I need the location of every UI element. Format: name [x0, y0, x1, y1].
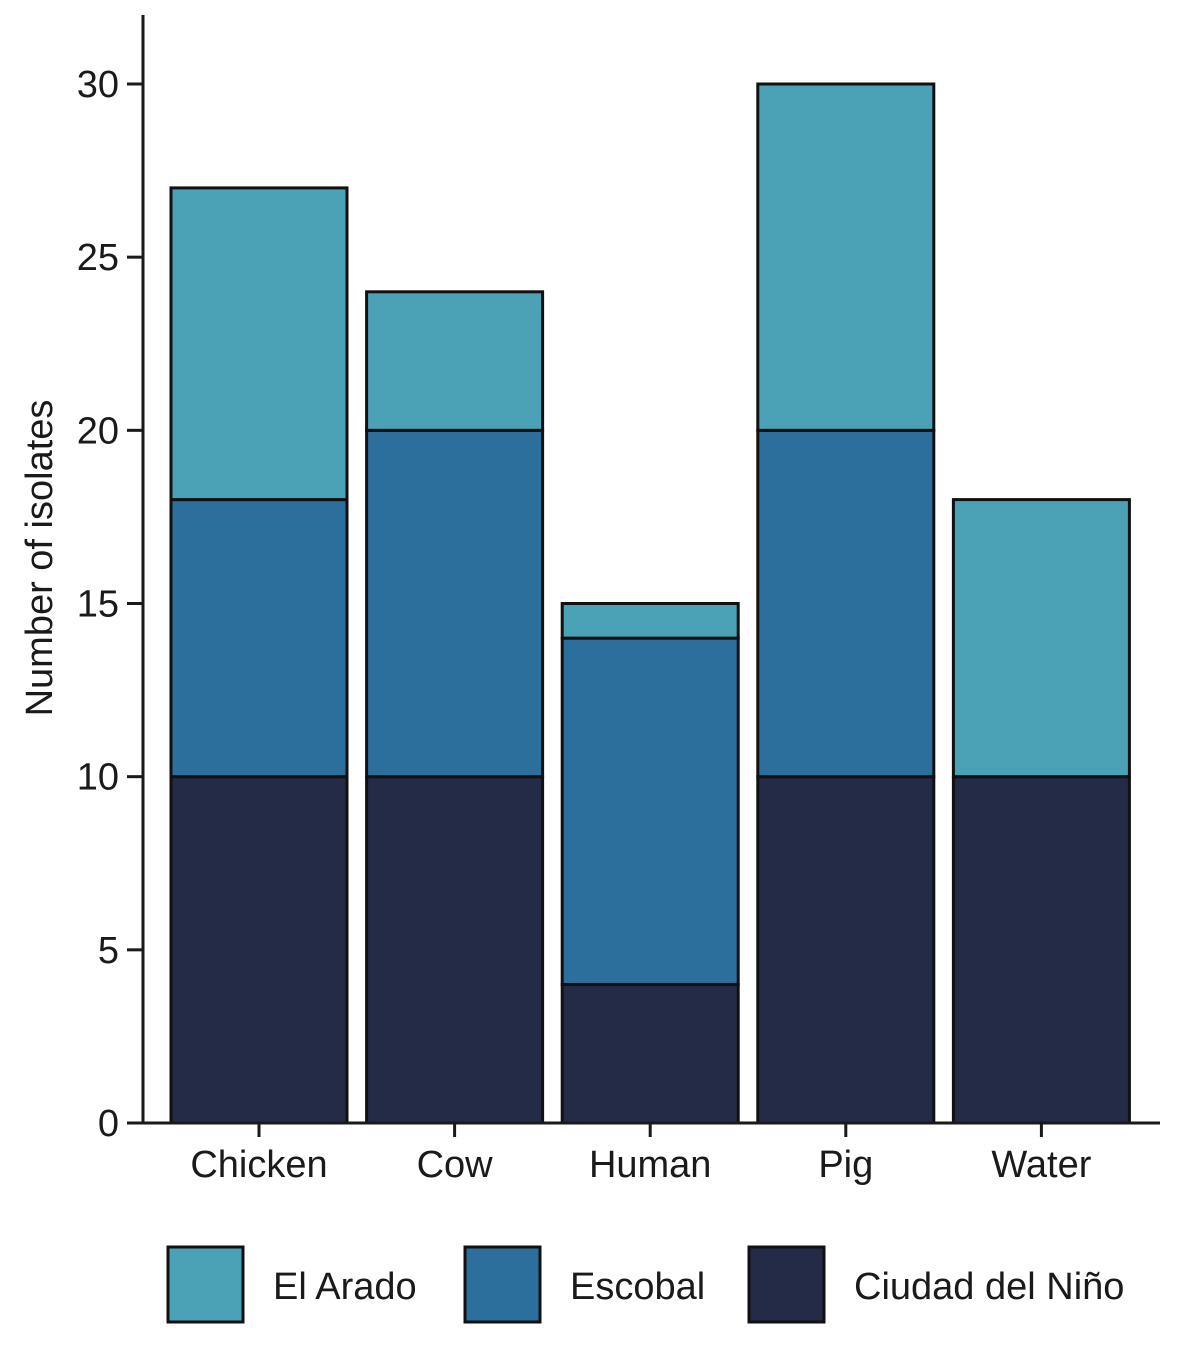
bar-chicken-escobal: [169, 498, 349, 779]
bar-human-el-arado: [560, 602, 740, 640]
bar-chicken-ciudad-del-ni-o: [169, 775, 349, 1125]
bar-water-el-arado: [951, 498, 1131, 779]
y-tick-label: 30: [77, 64, 119, 106]
y-tick-label: 25: [77, 237, 119, 279]
bar-water-ciudad-del-ni-o: [951, 775, 1131, 1125]
x-tick-label-water: Water: [991, 1144, 1091, 1186]
y-tick-label: 15: [77, 584, 119, 626]
y-tick-label: 20: [77, 410, 119, 452]
x-tick-label-pig: Pig: [818, 1144, 873, 1186]
x-tick-label-cow: Cow: [417, 1144, 494, 1186]
y-axis-title: Number of isolates: [19, 400, 61, 717]
legend-swatch-ciudad-del-ni-o: [747, 1245, 826, 1324]
bar-pig-escobal: [756, 428, 936, 779]
y-tick-label: 0: [98, 1103, 119, 1145]
bar-human-escobal: [560, 636, 740, 986]
bar-pig-ciudad-del-ni-o: [756, 775, 936, 1125]
x-ticks-group: Chicken Cow Human Pig Water: [190, 1123, 1092, 1186]
bar-cow-el-arado: [365, 290, 545, 432]
legend-swatch-escobal: [463, 1245, 542, 1324]
x-tick-label-chicken: Chicken: [190, 1144, 327, 1186]
bar-cow-escobal: [365, 428, 545, 779]
legend-label-el-arado: El Arado: [273, 1266, 417, 1308]
bars-group: [169, 82, 1131, 1125]
bar-human-ciudad-del-ni-o: [560, 982, 740, 1125]
bar-cow-ciudad-del-ni-o: [365, 775, 545, 1125]
y-tick-label: 5: [98, 930, 119, 972]
y-ticks-group: 0 5 10 15 20 25 30: [77, 64, 143, 1145]
bar-chicken-el-arado: [169, 186, 349, 502]
legend-swatch-el-arado: [166, 1245, 245, 1324]
legend: El Arado Escobal Ciudad del Niño: [166, 1245, 1124, 1324]
legend-label-ciudad-del-ni-o: Ciudad del Niño: [854, 1266, 1124, 1308]
legend-label-escobal: Escobal: [570, 1266, 705, 1308]
x-tick-label-human: Human: [589, 1144, 712, 1186]
y-tick-label: 10: [77, 757, 119, 799]
bar-pig-el-arado: [756, 82, 936, 432]
